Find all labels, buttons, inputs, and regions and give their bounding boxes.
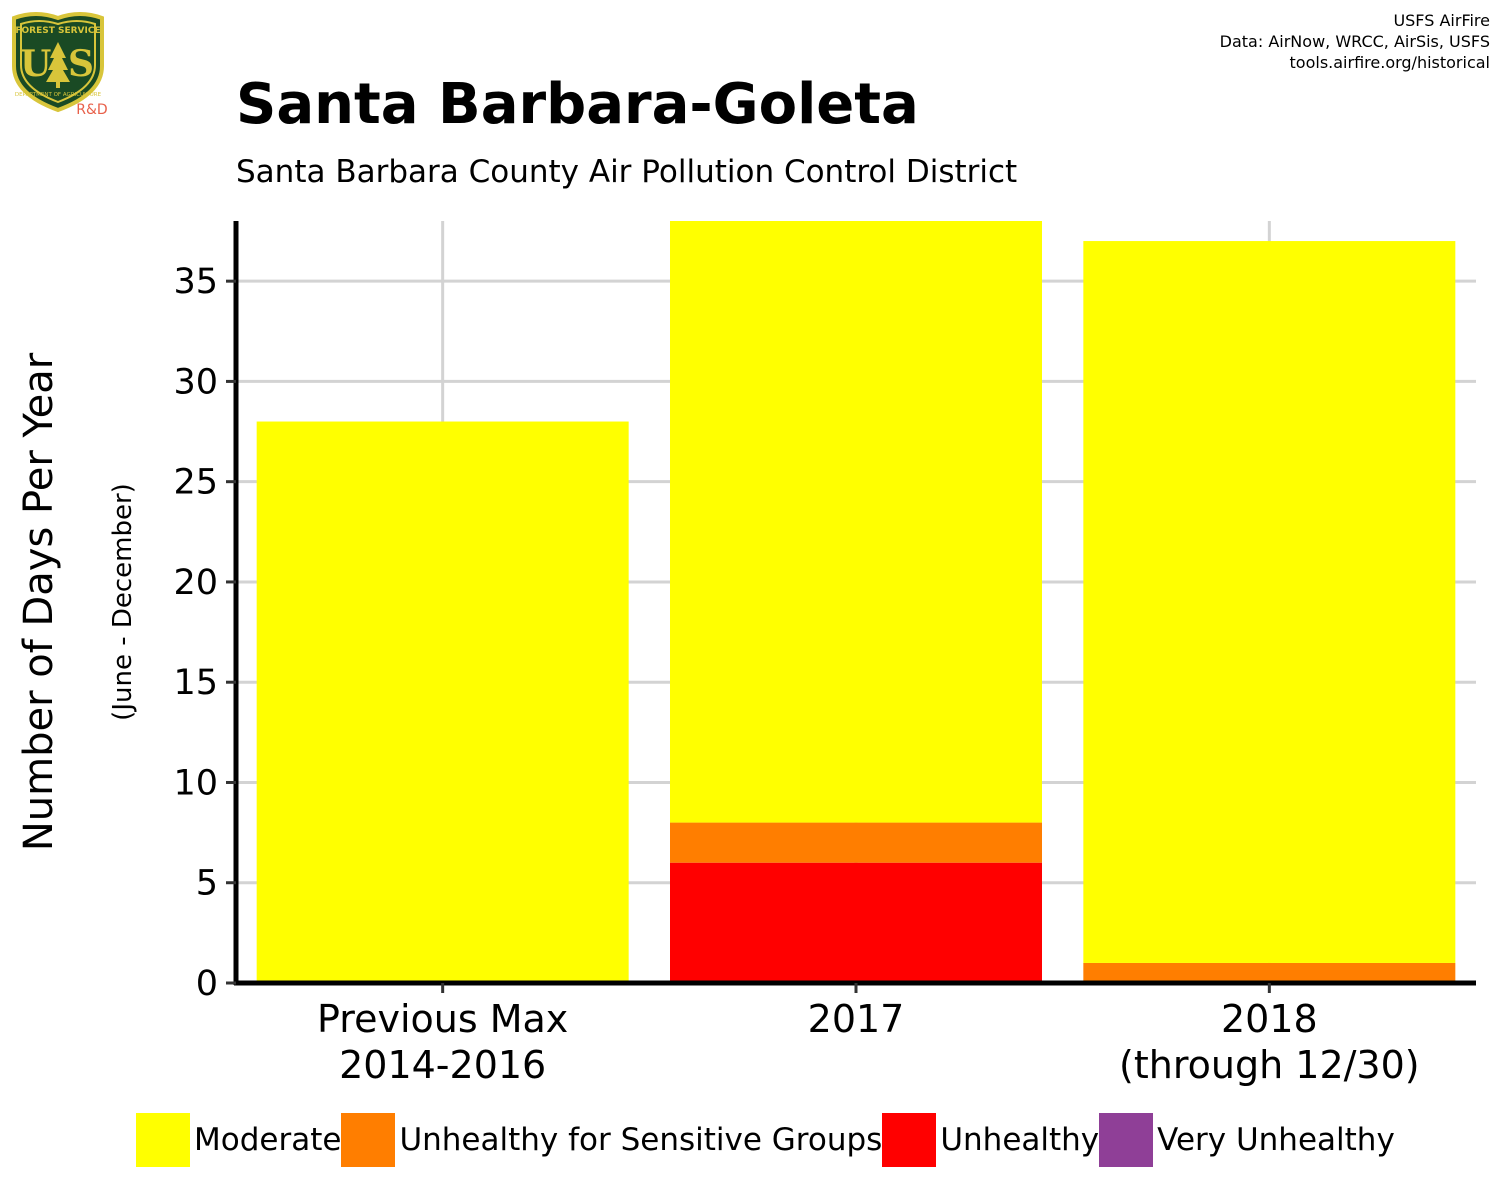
legend-swatch: [1099, 1113, 1154, 1167]
y-tick-label: 0: [196, 964, 218, 1004]
legend-item: Unhealthy for Sensitive Groups: [341, 1113, 882, 1167]
bar-segment: [670, 822, 1042, 863]
logo-top-text: FOREST SERVICE: [15, 26, 100, 36]
legend-swatch: [136, 1113, 190, 1167]
y-axis-label: Number of Days Per Year: [16, 352, 62, 851]
y-tick-label: 15: [173, 663, 218, 703]
x-tick-label: Previous Max: [317, 997, 568, 1041]
legend: Moderate Unhealthy for Sensitive Groups Un…: [136, 1112, 1395, 1168]
bar-segment: [1083, 962, 1456, 983]
bar-segment: [1083, 241, 1456, 963]
legend-label: Moderate: [194, 1122, 342, 1158]
x-tick-label: (through 12/30): [1119, 1043, 1420, 1087]
y-tick-label: 30: [173, 362, 218, 402]
chart-title: Santa Barbara-Goleta: [236, 72, 919, 137]
tree-icon: [46, 42, 70, 88]
bar-segment: [670, 221, 1042, 823]
legend-item: Moderate: [136, 1113, 341, 1167]
credit-line: Data: AirNow, WRCC, AirSis, USFS: [1219, 32, 1490, 51]
bar-segment: [256, 421, 629, 983]
legend-label: Very Unhealthy: [1157, 1122, 1395, 1158]
bar-segment: [670, 862, 1042, 983]
y-tick-label: 5: [196, 864, 218, 904]
bars: [256, 221, 1456, 983]
credit-line: USFS AirFire: [1393, 11, 1490, 30]
legend-swatch: [341, 1113, 396, 1167]
x-tick-label: 2017: [808, 997, 905, 1041]
legend-swatch: [882, 1113, 937, 1167]
x-tick-label: 2014-2016: [339, 1043, 546, 1087]
y-tick-label: 20: [173, 563, 218, 603]
y-tick-label: 10: [173, 763, 218, 803]
legend-item: Very Unhealthy: [1099, 1113, 1395, 1167]
legend-item: Unhealthy: [882, 1113, 1099, 1167]
logo-bottom-text: DEPARTMENT OF AGRICULTURE: [15, 92, 102, 98]
y-tick-label: 25: [173, 463, 218, 503]
y-tick-label: 35: [173, 262, 218, 302]
usfs-shield-logo: FOREST SERVICE U S DEPARTMENT OF AGRICUL…: [12, 12, 108, 118]
legend-label: Unhealthy for Sensitive Groups: [399, 1122, 883, 1158]
chart-subtitle: Santa Barbara County Air Pollution Contr…: [236, 154, 1018, 190]
credit-line: tools.airfire.org/historical: [1289, 53, 1490, 72]
y-axis-sublabel: (June - December): [108, 483, 138, 721]
axes: [226, 221, 1476, 993]
logo-rd-tag: R&D: [76, 102, 107, 118]
x-tick-label: 2018: [1221, 997, 1318, 1041]
data-credits: USFS AirFire Data: AirNow, WRCC, AirSis,…: [1220, 10, 1490, 73]
legend-label: Unhealthy: [940, 1122, 1100, 1158]
